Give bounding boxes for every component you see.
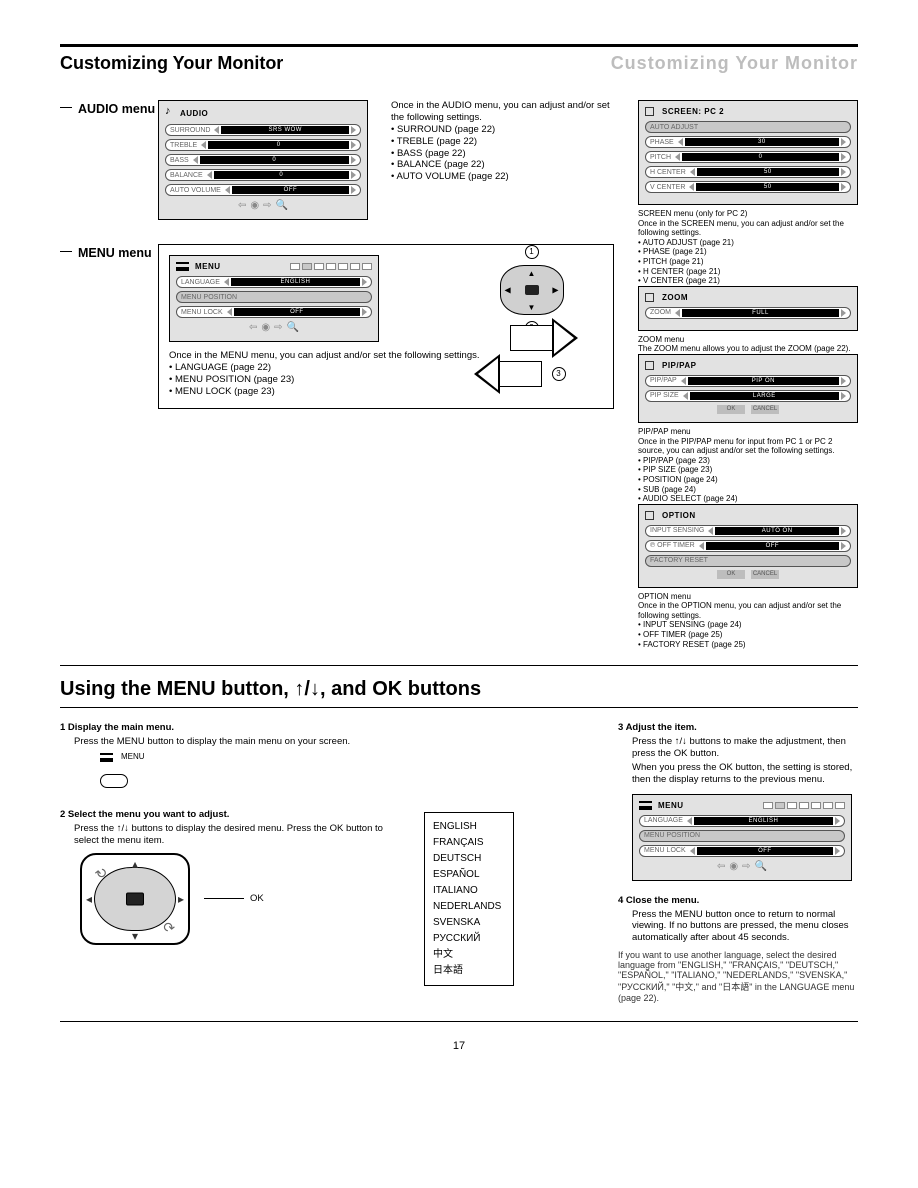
- menu-button-icon[interactable]: [100, 774, 128, 788]
- nav-hint: ⇦◉⇨🔍: [176, 322, 372, 333]
- rule-under-heading: [60, 707, 858, 708]
- arrow-left-icon: [498, 361, 542, 387]
- step4-body: Press the MENU button once to return to …: [632, 909, 858, 945]
- nav-hint: ⇦◉⇨🔍: [165, 200, 361, 211]
- rule-bottom: [60, 1021, 858, 1022]
- menu-btn-label: MENU: [121, 752, 145, 762]
- audio-panel-title: AUDIO: [180, 109, 208, 118]
- using-menu-panel: MENU LANGUAGEENGLISHMENU POSITIONMENU LO…: [632, 794, 852, 881]
- audio-desc: Once in the AUDIO menu, you can adjust a…: [391, 100, 614, 183]
- step2-body: Press the ↑/↓ buttons to display the des…: [74, 823, 400, 847]
- step4-heading: 4 Close the menu.: [618, 895, 858, 907]
- using-heading: Using the MENU button, ↑/↓, and OK butto…: [60, 678, 858, 701]
- menu-panel: MENU LANGUAGEENGLISHMENU POSITIONMENU LO…: [169, 255, 379, 342]
- menu-side-label: MENU menu: [78, 246, 158, 260]
- ok-label: OK: [250, 893, 264, 905]
- lang-note: If you want to use another language, sel…: [618, 950, 858, 1003]
- menu-icon: [100, 753, 113, 762]
- page: Customizing Your Monitor Customizing You…: [0, 0, 918, 1092]
- step-badge-3: 3: [552, 367, 566, 381]
- language-list-box: ENGLISHFRANÇAISDEUTSCHESPAÑOLITALIANONED…: [424, 812, 514, 986]
- remote-dpad: ▴▾◂▸ ↻↻: [80, 853, 190, 945]
- header-left: Customizing Your Monitor: [60, 53, 283, 74]
- audio-side-label: AUDIO menu: [78, 102, 158, 116]
- arrow-right-icon: [510, 325, 554, 351]
- step1-heading: 1 Display the main menu.: [60, 722, 400, 734]
- step3-heading: 3 Adjust the item.: [618, 722, 858, 734]
- header-right: Customizing Your Monitor: [611, 53, 858, 74]
- menu-icon: [639, 801, 652, 810]
- menu-panel-title: MENU: [195, 262, 221, 271]
- menu-icon: [176, 262, 189, 271]
- note-icon: [165, 107, 174, 119]
- rule-top: [60, 44, 858, 47]
- page-number: 17: [60, 1040, 858, 1052]
- step3-body-b: When you press the OK button, the settin…: [632, 762, 858, 786]
- step3-body-a: Press the ↑/↓ buttons to make the adjust…: [632, 736, 858, 760]
- menu-setup-box: MENU LANGUAGEENGLISHMENU POSITIONMENU LO…: [158, 244, 614, 409]
- step-badge-1: 1: [525, 245, 539, 259]
- step2-heading: 2 Select the menu you want to adjust.: [60, 809, 400, 821]
- step1-body: Press the MENU button to display the mai…: [74, 736, 400, 748]
- audio-panel: AUDIO SURROUNDSRS WOWTREBLE0BASS0BALANCE…: [158, 100, 368, 220]
- menu-desc: Once in the MENU menu, you can adjust an…: [169, 350, 480, 398]
- right-panel-stack: SCREEN: PC 2AUTO ADJUSTPHASE30PITCH0H CE…: [628, 100, 858, 649]
- dpad-icon: ▲▼◀▶: [500, 265, 564, 315]
- rule-mid: [60, 665, 858, 666]
- header: Customizing Your Monitor Customizing You…: [60, 53, 858, 74]
